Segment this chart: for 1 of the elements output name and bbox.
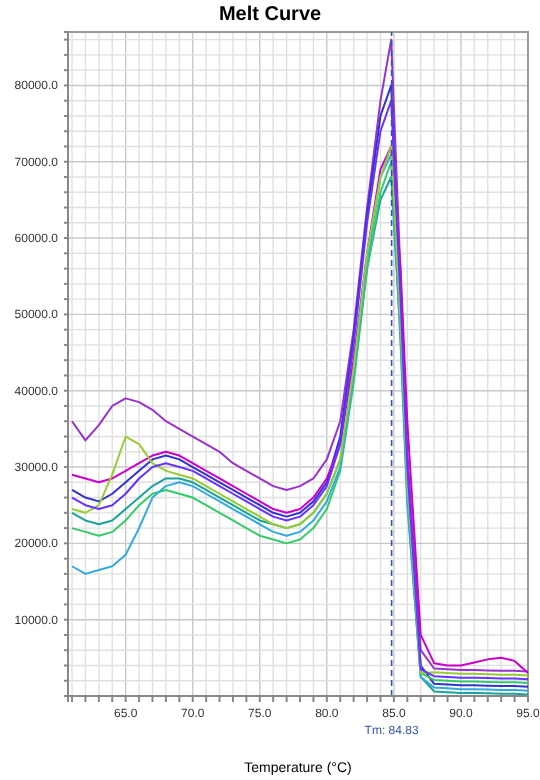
chart-title: Melt Curve xyxy=(218,4,322,26)
